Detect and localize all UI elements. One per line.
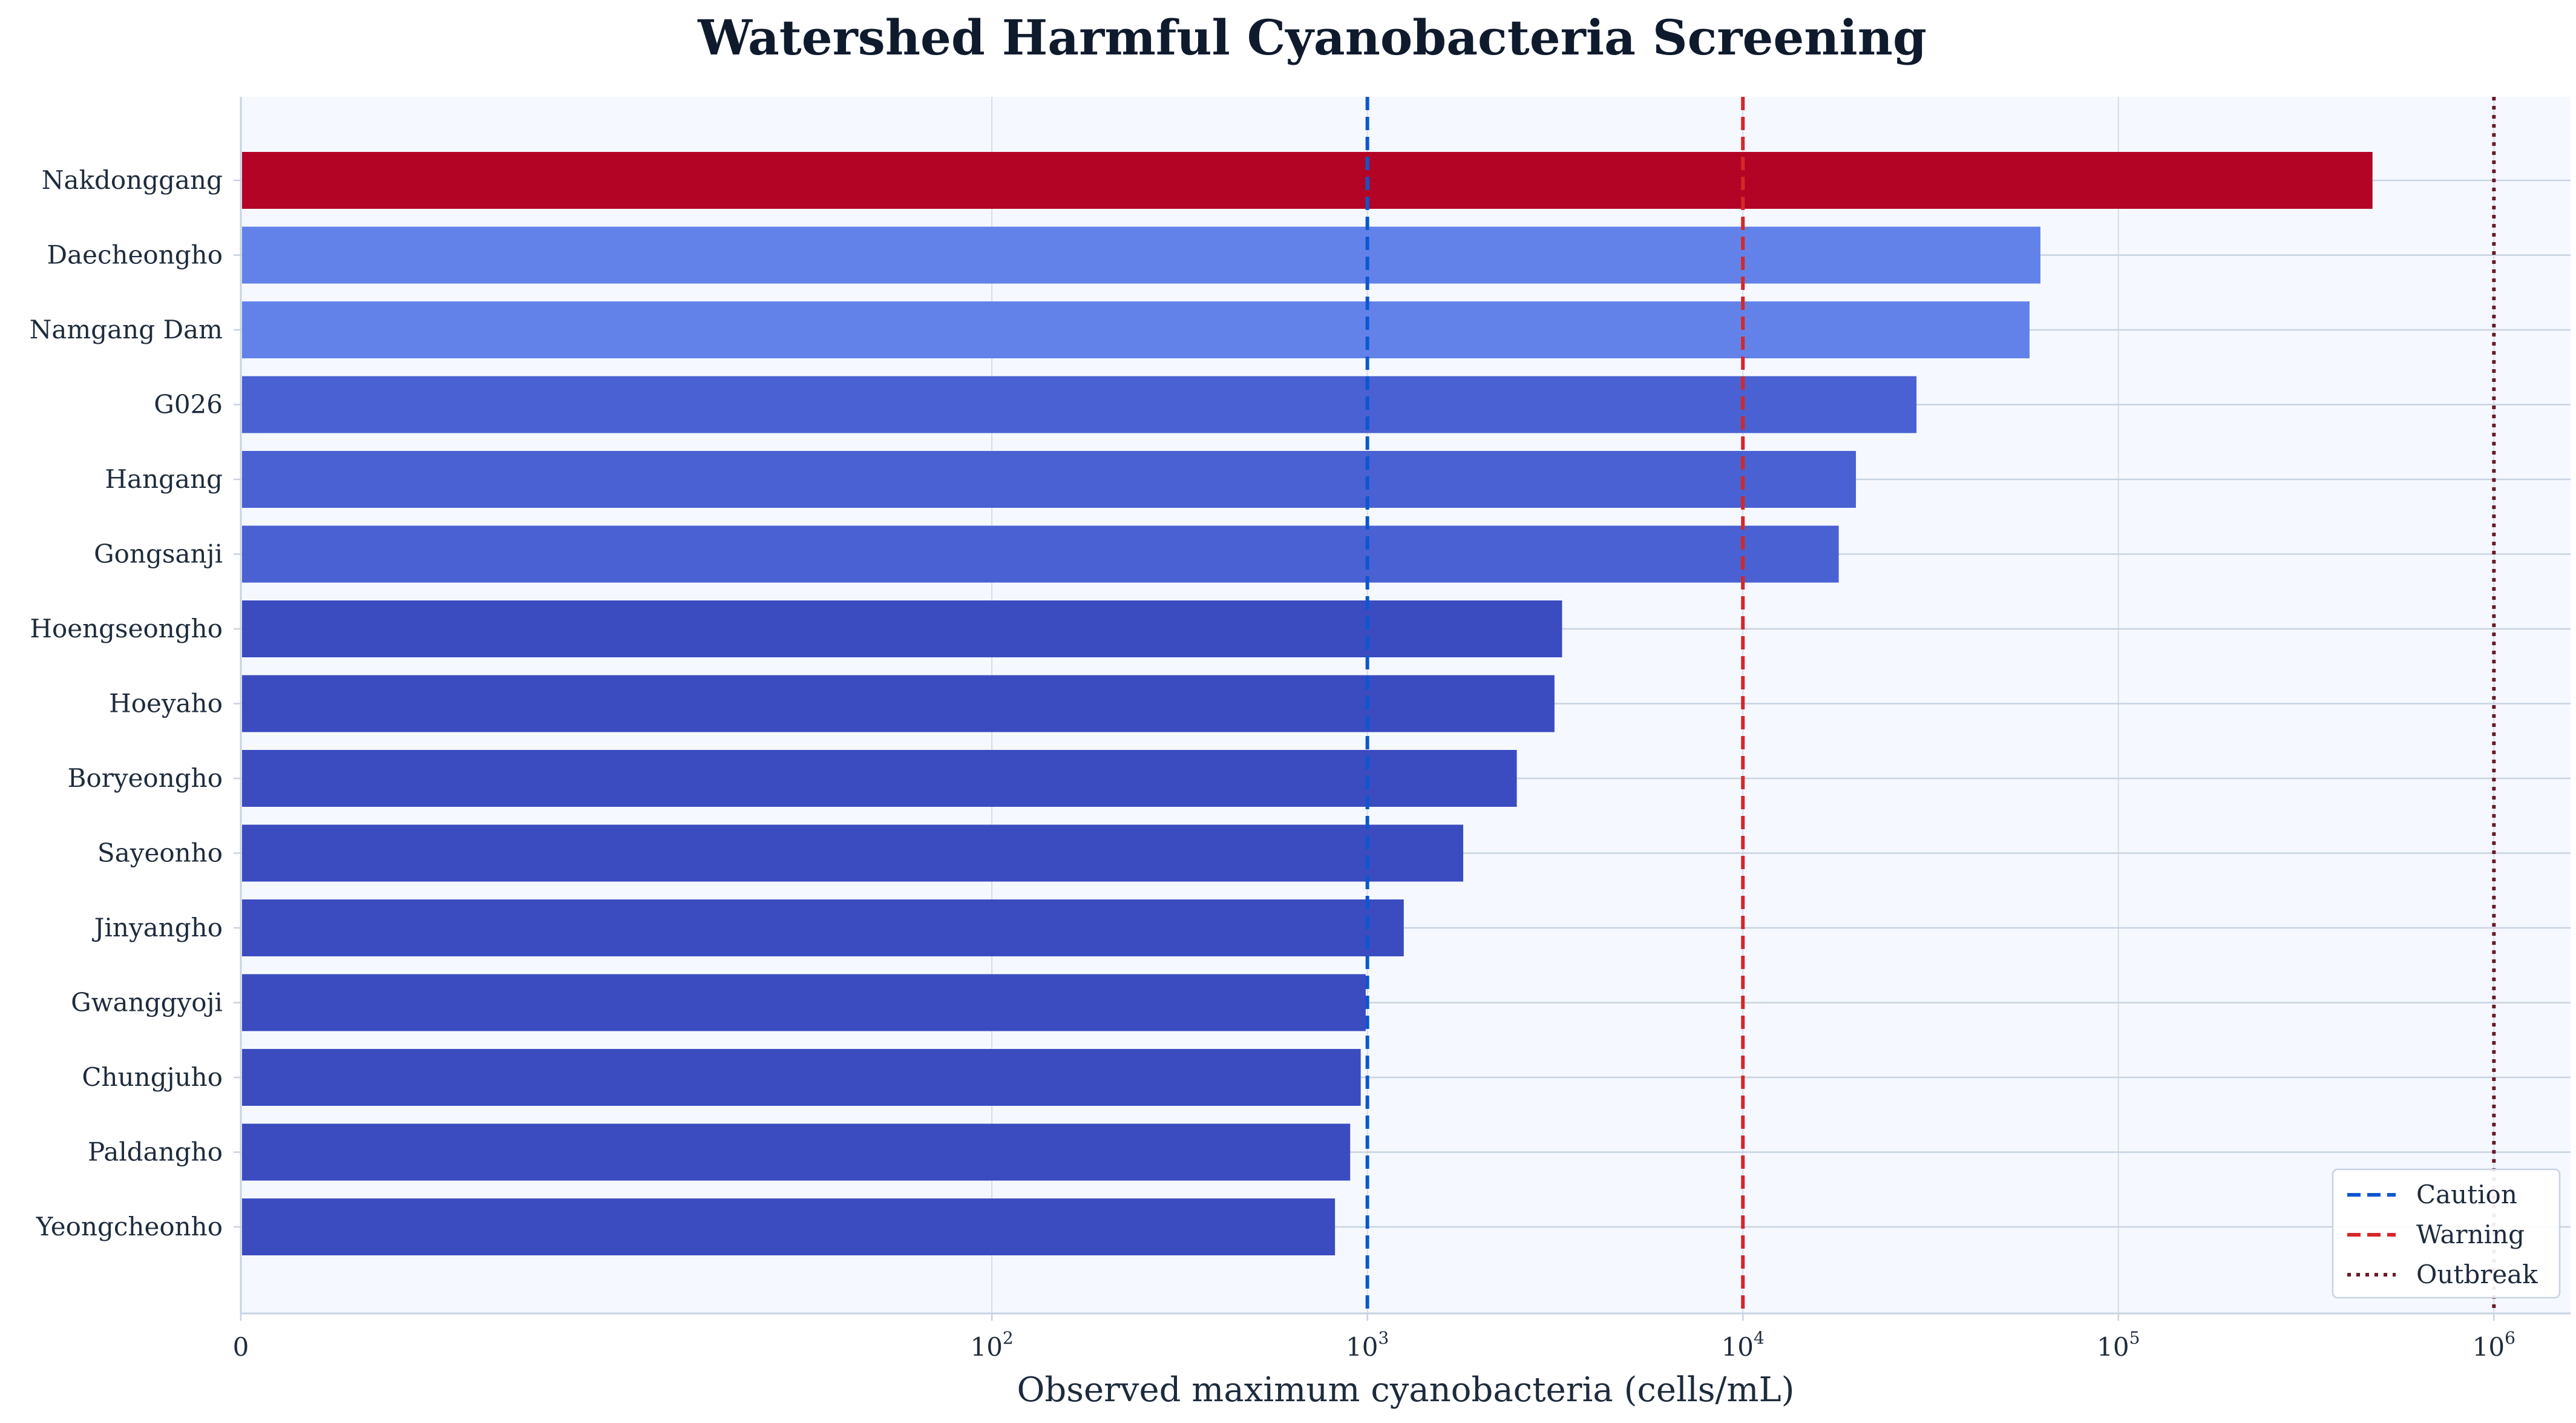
- y-tick-label: Sayeonho: [97, 838, 223, 868]
- x-tick-label: 0: [233, 1332, 249, 1362]
- x-axis-label: Observed maximum cyanobacteria (cells/mL…: [1017, 1370, 1794, 1410]
- bar-hoengseongho: [242, 600, 1562, 657]
- threshold-lines: [1365, 97, 2496, 1313]
- bar-boryeongho: [242, 750, 1517, 807]
- y-tick-label: Namgang Dam: [30, 315, 223, 344]
- bar-yeongcheonho: [242, 1198, 1336, 1255]
- y-tick-label: Hoengseongho: [30, 614, 223, 643]
- x-tick-label: 106: [2473, 1328, 2515, 1362]
- y-tick-label: G026: [154, 390, 223, 419]
- legend-label-warning: Warning: [2416, 1220, 2525, 1249]
- x-tick-label: 103: [1346, 1328, 1389, 1362]
- bar-paldangho: [242, 1123, 1351, 1181]
- legend-box: [2332, 1168, 2561, 1299]
- bars: [242, 152, 2373, 1255]
- bar-gongsanji: [242, 525, 1839, 583]
- bar-gwanggyoji: [242, 974, 1366, 1031]
- chart-title: Watershed Harmful Cyanobacteria Screenin…: [697, 9, 1927, 66]
- bar-chungjuho: [242, 1049, 1361, 1106]
- y-tick-label: Gongsanji: [94, 539, 223, 569]
- y-tick-label: Nakdonggang: [42, 165, 223, 195]
- y-tick-label: Chungjuho: [82, 1062, 223, 1092]
- bar-daecheongho: [242, 226, 2040, 284]
- x-tick-label: 102: [970, 1328, 1013, 1362]
- y-tick-label: Boryeongho: [68, 763, 223, 793]
- y-tick-label: Hangang: [105, 464, 223, 494]
- x-tick-label: 104: [1722, 1328, 1765, 1362]
- x-tick-label: 105: [2097, 1328, 2140, 1362]
- y-tick-label: Paldangho: [88, 1137, 223, 1167]
- legend-label-caution: Caution: [2416, 1180, 2517, 1209]
- bar-hoeyaho: [242, 675, 1555, 732]
- bar-namgang-dam: [242, 301, 2030, 358]
- y-tick-label: Hoeyaho: [109, 689, 223, 718]
- bar-jinyangho: [242, 899, 1404, 956]
- legend-label-outbreak: Outbreak: [2416, 1260, 2538, 1289]
- y-tick-label: Jinyangho: [92, 913, 223, 942]
- legend: Caution Warning Outbreak: [2332, 1168, 2561, 1299]
- bar-nakdonggang: [242, 152, 2373, 209]
- bar-g026: [242, 376, 1917, 433]
- y-tick-label: Gwanggyoji: [71, 988, 223, 1017]
- bar-hangang: [242, 451, 1857, 508]
- bar-sayeonho: [242, 824, 1464, 882]
- y-tick-label: Daecheongho: [47, 240, 223, 270]
- y-tick-label: Yeongcheonho: [36, 1212, 223, 1241]
